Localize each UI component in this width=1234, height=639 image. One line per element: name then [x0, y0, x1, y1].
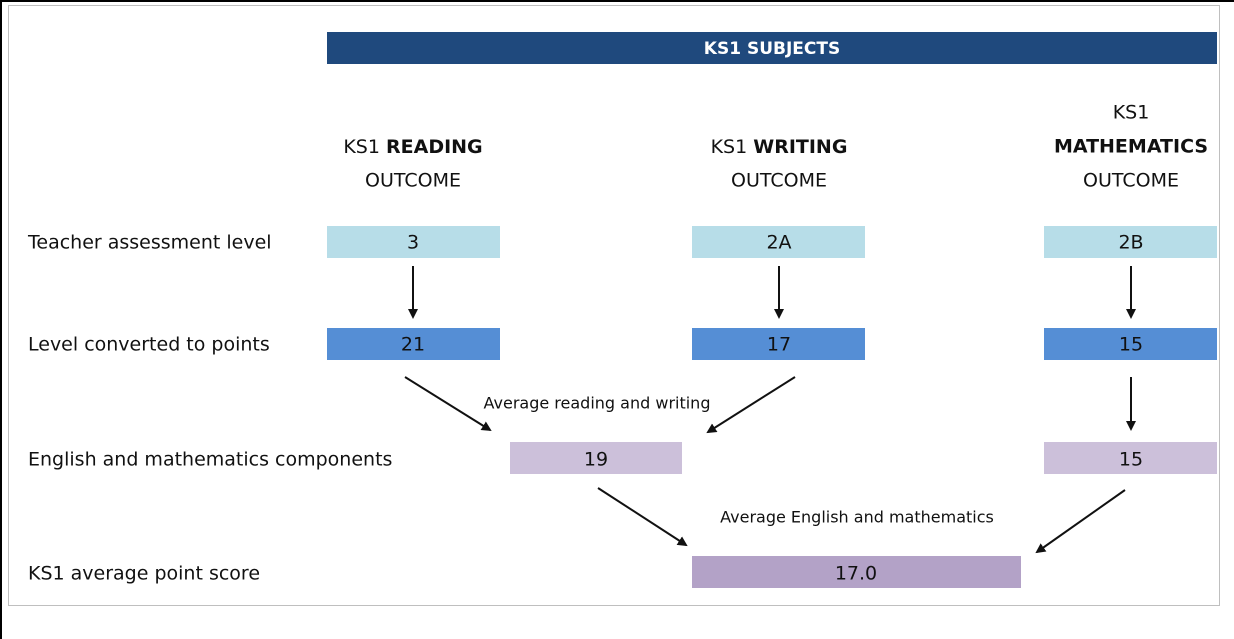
column-suffix: OUTCOME	[731, 170, 827, 192]
column-subject: MATHEMATICS	[1054, 136, 1208, 158]
cell-box	[327, 226, 500, 258]
cell-box	[1044, 226, 1217, 258]
row-label: Level converted to points	[28, 334, 270, 356]
cell-box	[692, 226, 865, 258]
row-label: English and mathematics components	[28, 449, 392, 471]
cell-value: 3	[407, 232, 419, 254]
cell-box	[692, 556, 1021, 588]
header-bar	[327, 32, 1217, 64]
subject: READING	[386, 136, 483, 158]
column-prefix: KS1	[1113, 102, 1150, 124]
annotation: Average English and mathematics	[720, 508, 994, 527]
cell-value: 21	[401, 334, 425, 356]
cell-value: 17	[767, 334, 791, 356]
cell-value: 2A	[766, 232, 791, 254]
cell-value: 2B	[1118, 232, 1143, 254]
cell-box	[327, 328, 500, 360]
cell-value: 15	[1119, 449, 1143, 471]
cell-box	[510, 442, 682, 474]
frame	[8, 5, 1220, 606]
row-label: Teacher assessment level	[27, 232, 272, 254]
annotation: Average reading and writing	[484, 394, 711, 413]
row-label: KS1 average point score	[28, 563, 260, 585]
cell-value: 17.0	[835, 563, 877, 585]
cell-box	[1044, 442, 1217, 474]
column-heading: KS1 WRITING	[711, 136, 848, 158]
prefix: KS1	[343, 136, 380, 158]
arrow	[404, 376, 492, 432]
cell-box	[692, 328, 865, 360]
prefix: KS1	[711, 136, 748, 158]
arrow	[706, 376, 796, 434]
column-heading: KS1 READING	[343, 136, 482, 158]
cell-box	[1044, 328, 1217, 360]
column-suffix: OUTCOME	[1083, 170, 1179, 192]
subject: WRITING	[753, 136, 847, 158]
arrow	[597, 487, 688, 547]
cell-value: 19	[584, 449, 608, 471]
cell-value: 15	[1119, 334, 1143, 356]
arrow	[1035, 489, 1126, 554]
header-title: KS1 SUBJECTS	[704, 39, 840, 59]
column-suffix: OUTCOME	[365, 170, 461, 192]
